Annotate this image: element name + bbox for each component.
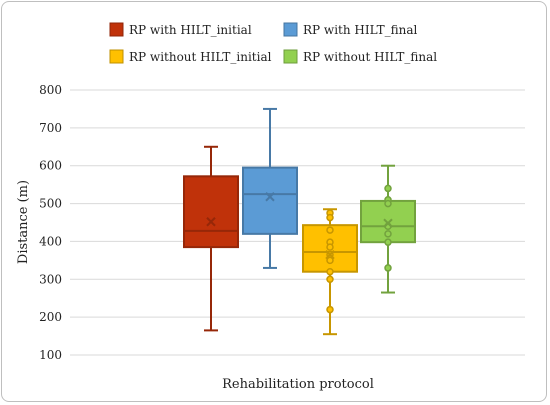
mean-marker-2 (325, 249, 335, 260)
legend-label-1: RP with HILT_final (303, 23, 417, 37)
box-3 (360, 164, 416, 294)
mean-marker-1 (265, 192, 275, 202)
legend-swatch-2 (109, 49, 124, 64)
legend-label-0: RP with HILT_initial (129, 23, 252, 37)
iqr-box-1 (242, 166, 298, 235)
y-tick-600: 600 (39, 159, 62, 173)
data-point-2-2 (326, 226, 334, 234)
y-tick-200: 200 (39, 310, 62, 324)
y-tick-labels: 100 200 300 400 500 600 700 800 (39, 83, 62, 362)
y-tick-800: 800 (39, 83, 62, 97)
box-1 (242, 107, 298, 269)
iqr-box-0 (183, 175, 239, 249)
data-point-2-1 (326, 213, 334, 222)
legend-swatch-1 (283, 22, 298, 37)
y-tick-400: 400 (39, 234, 62, 248)
y-axis-label: Distance (m) (16, 180, 31, 264)
data-point-3-2 (384, 199, 392, 208)
data-point-2-8 (326, 275, 334, 284)
data-point-2-6 (326, 256, 334, 265)
legend-swatch-3 (283, 49, 298, 64)
legend-swatch-0 (109, 22, 124, 37)
data-point-3-6 (384, 264, 392, 272)
legend: RP with HILT_initial RP with HILT_final RP… (109, 22, 437, 64)
boxes (183, 107, 416, 336)
box-0 (183, 145, 239, 332)
data-point-3-5 (384, 238, 392, 246)
box-2 (302, 208, 358, 336)
y-tick-300: 300 (39, 272, 62, 286)
data-point-3-4 (384, 230, 392, 238)
legend-label-2: RP without HILT_initial (129, 50, 272, 64)
mean-marker-0 (206, 217, 216, 227)
y-tick-700: 700 (39, 121, 62, 135)
y-tick-100: 100 (39, 348, 62, 362)
x-axis-label: Rehabilitation protocol (222, 377, 374, 392)
y-tick-500: 500 (39, 197, 62, 211)
data-point-2-9 (326, 305, 334, 314)
data-point-2-4 (326, 243, 334, 251)
data-point-2-7 (326, 267, 334, 276)
mean-marker-3 (383, 218, 393, 228)
legend-label-3: RP without HILT_final (303, 50, 437, 64)
data-point-3-0 (384, 184, 392, 193)
